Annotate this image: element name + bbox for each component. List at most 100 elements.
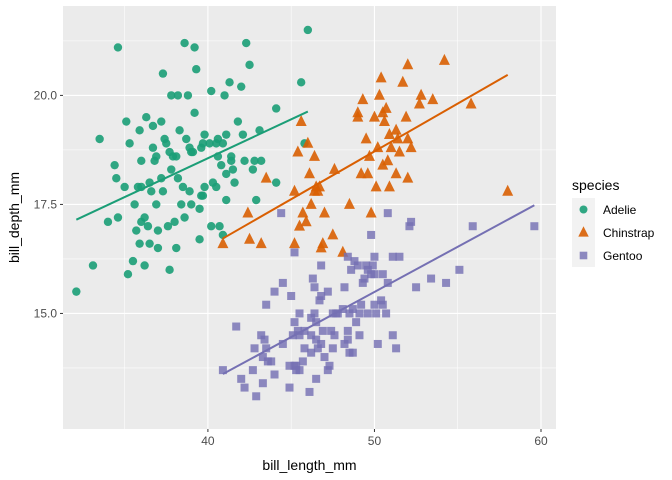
chinstrap-point (502, 184, 514, 196)
adelie-point (175, 126, 184, 135)
adelie-point (152, 152, 161, 161)
gentoo-point (295, 331, 304, 340)
adelie-point (88, 261, 98, 270)
adelie-point (198, 191, 208, 200)
gentoo-fit-line (222, 204, 535, 375)
chinstrap-point (400, 110, 412, 122)
gentoo-point (307, 313, 316, 322)
gentoo-point (305, 387, 314, 396)
chinstrap-point (294, 219, 306, 231)
gentoo-point (328, 344, 337, 353)
gentoo-point (442, 278, 451, 287)
adelie-point (167, 91, 176, 100)
adelie-point (163, 222, 173, 231)
chinstrap-point (255, 237, 267, 249)
x-axis-ticks: 40 50 60 (201, 429, 548, 448)
adelie-point (303, 25, 313, 35)
adelie-point (227, 156, 236, 166)
adelie-point (200, 182, 209, 192)
chinstrap-point (438, 53, 450, 65)
chinstrap-point (382, 154, 394, 166)
adelie-point (120, 182, 129, 192)
chinstrap-point (383, 180, 395, 192)
gentoo-point (320, 353, 329, 362)
chinstrap-point (305, 197, 317, 209)
chinstrap-point (375, 71, 387, 83)
adelie-point (148, 121, 158, 131)
chinstrap-point (397, 75, 409, 87)
adelie-point (256, 156, 266, 166)
gentoo-point (257, 331, 266, 340)
chinstrap-point (295, 114, 307, 126)
adelie-point (165, 265, 174, 275)
adelie-point (183, 91, 193, 100)
adelie-point (122, 117, 131, 126)
gentoo-point (237, 374, 246, 383)
adelie-point (135, 239, 144, 248)
adelie-point (237, 82, 246, 91)
chinstrap-point (405, 141, 417, 153)
adelie-point (158, 69, 168, 78)
gentoo-point (362, 261, 371, 270)
chinstrap-point (313, 180, 325, 192)
adelie-point (296, 78, 306, 87)
y-axis-ticks: 15.0 17.5 20.0 (34, 88, 63, 320)
chinstrap-point (317, 237, 329, 249)
gentoo-point (340, 283, 349, 292)
gentoo-legend-icon (579, 251, 588, 260)
gentoo-point (370, 300, 379, 309)
gentoo-point (383, 209, 392, 218)
adelie-point (222, 195, 231, 205)
gentoo-point (290, 318, 299, 327)
x-tick-label: 40 (201, 434, 215, 448)
gentoo-point (293, 326, 302, 335)
chinstrap-point (402, 58, 414, 70)
adelie-point (190, 108, 199, 118)
gentoo-point (278, 278, 287, 287)
gentoo-point (530, 222, 539, 231)
legend-title: species (572, 177, 619, 193)
gentoo-point (262, 344, 271, 353)
adelie-point (143, 222, 153, 231)
gentoo-point (357, 300, 366, 309)
gentoo-point (292, 361, 301, 370)
adelie-point (147, 187, 156, 196)
adelie-point (190, 43, 199, 52)
chinstrap-point (304, 167, 315, 179)
adelie-point (180, 213, 189, 222)
legend-items: Adelie Chinstrap Gentoo (572, 198, 655, 267)
adelie-point (185, 187, 194, 196)
chinstrap-legend-icon (578, 226, 589, 237)
plot-panel (63, 6, 556, 429)
gentoo-point (333, 309, 342, 318)
gentoo-point (310, 283, 319, 292)
gentoo-point (323, 287, 332, 296)
y-tick-label: 15.0 (34, 306, 58, 320)
adelie-point (167, 165, 176, 174)
gentoo-point (343, 252, 352, 261)
gentoo-point (323, 366, 332, 375)
gentoo-point (262, 300, 271, 309)
y-tick-label: 20.0 (34, 88, 58, 102)
adelie-point (173, 91, 183, 100)
gentoo-point (308, 274, 317, 283)
adelie-point (245, 60, 254, 70)
chinstrap-point (244, 232, 256, 244)
gentoo-point (267, 357, 276, 366)
legend-label: Gentoo (603, 249, 643, 263)
adelie-point (152, 200, 161, 209)
x-tick-label: 50 (368, 434, 382, 448)
chinstrap-point (427, 93, 439, 105)
adelie-point (112, 174, 121, 183)
gentoo-point (290, 248, 299, 257)
gentoo-point (317, 339, 326, 348)
adelie-point (212, 182, 221, 192)
gentoo-point (407, 217, 416, 226)
gentoo-point (358, 278, 367, 287)
adelie-point (200, 130, 209, 139)
gentoo-point (383, 278, 392, 287)
gentoo-point (252, 392, 261, 401)
gentoo-point (355, 331, 364, 340)
adelie-point (198, 139, 208, 148)
